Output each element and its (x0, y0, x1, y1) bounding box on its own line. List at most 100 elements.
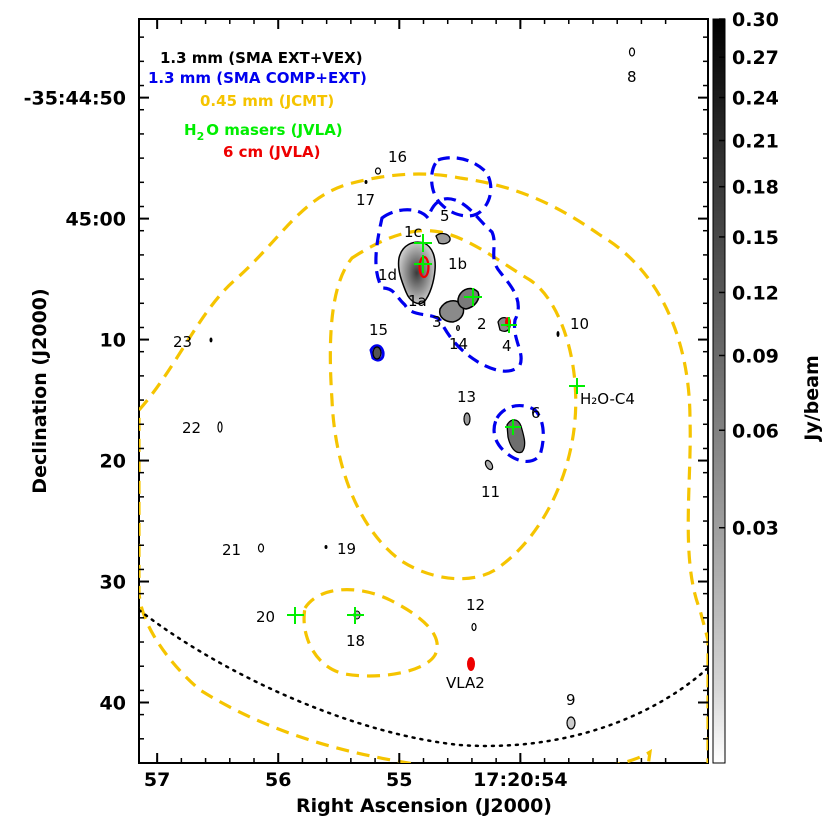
label-1a: 1a (408, 292, 427, 310)
source-10-emission (556, 331, 560, 337)
y-tick-label-2: 10 (100, 330, 126, 352)
sma-comp-contour-6 (492, 403, 545, 464)
label-19: 19 (337, 540, 356, 558)
label-15: 15 (369, 321, 388, 339)
colorbar-label: Jy/beam (801, 355, 823, 443)
x-axis: 57 56 55 17:20:54 (144, 19, 667, 791)
x-tick-label-0: 57 (144, 769, 170, 791)
legend-h2o-rest: O masers (JVLA) (206, 121, 342, 139)
h2o-maser-20 (287, 607, 304, 624)
y-tick-label-1: 45:00 (66, 209, 126, 231)
source-6-emission (506, 419, 526, 454)
h2o-maser-1c (414, 234, 432, 252)
colorbar-tick-label-4: 0.18 (732, 177, 779, 199)
legend-6cm: 6 cm (JVLA) (223, 143, 320, 161)
colorbar-tick-label-5: 0.15 (732, 227, 779, 249)
colorbar (712, 18, 726, 764)
colorbar-tick-label-6: 0.12 (732, 282, 779, 304)
source-23-emission (209, 337, 213, 343)
colorbar-tick-label-2: 0.24 (732, 88, 779, 110)
label-12: 12 (466, 596, 485, 614)
plot-content (139, 47, 708, 763)
x-tick-label-3: 17:20:54 (473, 769, 568, 791)
source-22-emission (217, 421, 223, 433)
y-axis: -35:44:50 45:00 10 20 30 40 (24, 36, 708, 740)
source-13-emission (463, 412, 471, 426)
source-17-emission (364, 180, 368, 184)
label-vla2: VLA2 (446, 674, 485, 692)
source-19-emission (324, 545, 328, 549)
colorbar-tick-label-1: 0.27 (732, 47, 779, 69)
legend: 1.3 mm (SMA EXT+VEX) 1.3 mm (SMA COMP+EX… (148, 49, 367, 161)
y-tick-label-5: 40 (100, 693, 126, 715)
legend-sma-ext-vex: 1.3 mm (SMA EXT+VEX) (160, 49, 363, 67)
colorbar-ticks: 0.30 0.27 0.24 0.21 0.18 0.15 0.12 0.09 0.06 0.03 (719, 9, 779, 540)
source-21-emission (257, 543, 265, 553)
source-16-emission (374, 167, 382, 175)
colorbar-tick-label-9: 0.03 (732, 518, 779, 540)
source-11-emission (484, 459, 494, 471)
source-labels: 1a 1b 1c 1d 2 3 4 5 6 8 9 10 11 12 13 14… (173, 68, 637, 709)
label-h2o-c4: H₂O-C4 (580, 390, 635, 408)
colorbar-tick-label-3: 0.21 (732, 131, 779, 153)
source-1a-emission (438, 300, 465, 323)
label-22: 22 (182, 419, 201, 437)
label-20: 20 (256, 608, 275, 626)
h2o-maser-18 (347, 607, 364, 624)
label-1d: 1d (378, 266, 397, 284)
label-8: 8 (627, 68, 637, 86)
source-14-emission (456, 325, 460, 331)
jcmt-contour-south (302, 587, 439, 678)
label-6: 6 (531, 404, 541, 422)
label-9: 9 (566, 691, 576, 709)
y-tick-label-3: 20 (100, 451, 126, 473)
y-axis-title: Declination (J2000) (29, 288, 51, 493)
x-axis-title: Right Ascension (J2000) (296, 795, 552, 817)
source-15-emission (372, 346, 382, 360)
x-tick-label-2: 55 (386, 769, 412, 791)
label-13: 13 (457, 388, 476, 406)
plot-area (138, 18, 709, 764)
label-16: 16 (388, 148, 407, 166)
label-18: 18 (346, 632, 365, 650)
colorbar-tick-label-8: 0.06 (732, 420, 779, 442)
x-tick-label-1: 56 (265, 769, 291, 791)
sma-comp-contour-north (430, 156, 493, 218)
h2o-maser-6 (505, 419, 521, 435)
y-tick-label-0: -35:44:50 (24, 88, 126, 110)
source-9-emission (566, 716, 576, 730)
label-21: 21 (222, 541, 241, 559)
cm6-source-vla2 (467, 657, 475, 671)
legend-h2o-h: H (184, 121, 197, 139)
h2o-maser-c4 (569, 378, 585, 394)
y-tick-label-4: 30 (100, 572, 126, 594)
legend-sma-comp-ext: 1.3 mm (SMA COMP+EXT) (148, 69, 367, 87)
source-8-emission (628, 47, 636, 57)
jcmt-contour-outer (139, 172, 708, 763)
label-1c: 1c (404, 223, 422, 241)
legend-h2o-sub: 2 (197, 130, 205, 143)
jcmt-contour-inner (328, 229, 578, 581)
h2o-maser-4 (501, 317, 517, 333)
primary-beam-edge (139, 608, 708, 748)
label-1b: 1b (448, 255, 467, 273)
sma-comp-contour-15 (369, 344, 385, 362)
colorbar-tick-label-0: 0.30 (732, 9, 779, 31)
h2o-maser-2 (464, 288, 482, 306)
label-23: 23 (173, 333, 192, 351)
label-17: 17 (356, 191, 375, 209)
label-2: 2 (477, 315, 487, 333)
h2o-maser-1 (414, 255, 432, 273)
sma-comp-contour-main (374, 197, 523, 373)
source-5-emission (435, 232, 451, 245)
colorbar-tick-label-7: 0.09 (732, 345, 779, 367)
label-4: 4 (502, 337, 512, 355)
label-3: 3 (432, 313, 442, 331)
legend-jcmt: 0.45 mm (JCMT) (200, 92, 334, 110)
h2o-maser-markers (287, 234, 585, 624)
label-5: 5 (440, 207, 450, 225)
legend-h2o-masers: H2 O masers (JVLA) (184, 121, 343, 143)
label-14: 14 (449, 335, 468, 353)
label-11: 11 (481, 483, 500, 501)
